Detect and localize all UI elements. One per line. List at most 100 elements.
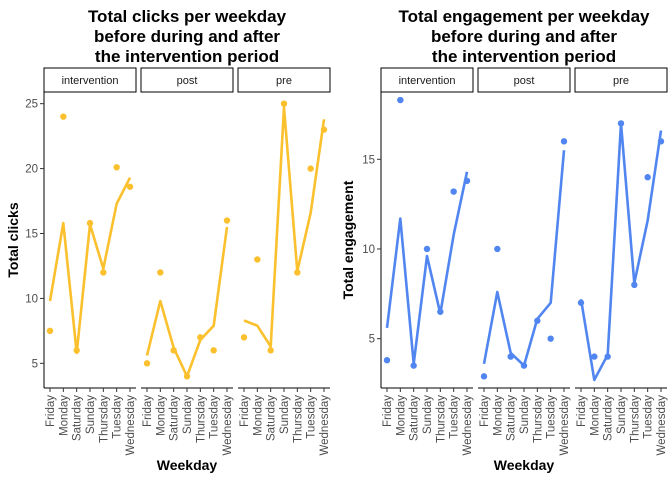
facet-strip-label: pre (276, 75, 292, 87)
series-line (145, 226, 229, 378)
data-point (577, 299, 585, 306)
y-tick-label: 5 (369, 334, 375, 346)
x-tick-label: Monday (395, 395, 407, 436)
x-tick-label: Tuesday (449, 395, 461, 439)
x-tick-label: Sunday (616, 395, 628, 434)
y-tick-label: 10 (25, 293, 38, 305)
data-point (591, 353, 598, 360)
data-point (197, 334, 204, 341)
x-tick-label: Wednesday (222, 395, 234, 456)
data-point (520, 362, 528, 369)
x-tick-label: Friday (45, 395, 57, 427)
chart-title-line: the intervention period (95, 47, 279, 66)
data-point (657, 138, 665, 145)
y-axis-title: Total engagement (340, 180, 356, 299)
x-tick-label: Saturday (72, 395, 84, 441)
data-point (560, 138, 568, 145)
data-point (480, 373, 488, 380)
series-line (579, 122, 663, 382)
chart-title-line: the intervention period (432, 47, 616, 66)
data-point (157, 269, 164, 276)
facet-pre: pre Friday Monday Saturday Sunday Thursday Tue… (237, 67, 331, 456)
x-tick-label: Saturday (169, 395, 181, 441)
data-point (223, 217, 231, 224)
y-axis-title: Total clicks (5, 202, 21, 277)
x-tick-label: Tuesday (209, 395, 221, 439)
facet-strip (237, 67, 331, 93)
x-axis-title: Weekday (494, 457, 555, 473)
data-point (507, 353, 514, 360)
x-tick-label: Tuesday (643, 395, 655, 439)
facet-intervention: intervention Friday Monday Saturday Sunday Th… (43, 67, 137, 456)
data-point (86, 219, 94, 227)
chart-title-line: Total clicks per weekday (88, 7, 287, 26)
facet-strip-label: intervention (399, 75, 456, 87)
data-point (494, 245, 501, 253)
data-point (450, 188, 457, 195)
x-tick-label: Wednesday (559, 395, 571, 456)
data-point (617, 120, 625, 127)
y-tick-label: 15 (25, 229, 38, 241)
data-point (320, 126, 328, 133)
facet-post: post Friday Monday Saturday Sunday Thursday Tu… (477, 67, 571, 456)
x-tick-label: Friday (142, 395, 154, 427)
x-axis-title: Weekday (157, 457, 218, 473)
x-tick-label: Friday (382, 395, 394, 427)
data-point (280, 100, 288, 107)
data-point (423, 245, 431, 253)
chart-title-line: Total engagement per weekday (399, 7, 651, 26)
data-point (437, 308, 444, 315)
x-tick-label: Wednesday (125, 395, 137, 456)
facet-strip (574, 67, 668, 93)
series-line (385, 171, 469, 366)
x-tick-label: Sunday (519, 395, 531, 434)
data-point (294, 269, 301, 276)
data-point (254, 256, 261, 263)
y-tick-label: 15 (362, 154, 375, 166)
facet-strip (140, 67, 234, 93)
facet-post: post Friday Monday Saturday Sunday Thursday Tu… (140, 67, 234, 456)
facet-strip (477, 67, 571, 93)
data-point (113, 164, 120, 171)
x-tick-label: Monday (589, 395, 601, 436)
x-tick-label: Saturday (409, 395, 421, 441)
data-point (170, 347, 177, 354)
y-tick-label: 10 (362, 244, 375, 256)
x-tick-label: Friday (479, 395, 491, 427)
x-tick-label: Saturday (603, 395, 615, 441)
chart-title-line: before during and after (94, 27, 280, 46)
data-point (126, 183, 134, 190)
facet-strip-label: post (177, 75, 198, 87)
x-tick-label: Thursday (435, 395, 447, 443)
data-point (183, 373, 191, 380)
chart-title-line: before during and after (431, 27, 617, 46)
x-tick-label: Tuesday (546, 395, 558, 439)
data-point (60, 113, 67, 120)
data-point (604, 353, 611, 360)
x-tick-label: Tuesday (112, 395, 124, 439)
x-tick-label: Thursday (98, 395, 110, 443)
x-tick-label: Wednesday (462, 395, 474, 456)
facet-intervention: intervention Friday Monday Saturday Sunday Th… (380, 67, 474, 456)
data-point (307, 165, 314, 172)
x-tick-label: Monday (155, 395, 167, 436)
data-point (631, 281, 638, 289)
data-point (143, 360, 151, 367)
data-point (644, 174, 651, 181)
x-tick-label: Thursday (292, 395, 304, 443)
data-point (210, 347, 217, 354)
data-point (73, 347, 80, 354)
facet-strip-label: pre (613, 75, 629, 87)
x-tick-label: Saturday (506, 395, 518, 441)
series-line (482, 150, 566, 367)
facet-strip (380, 67, 474, 93)
x-tick-label: Sunday (279, 395, 291, 434)
x-tick-label: Wednesday (319, 395, 331, 456)
x-tick-label: Tuesday (306, 395, 318, 439)
x-tick-label: Sunday (422, 395, 434, 434)
facet-strip-label: post (514, 75, 535, 87)
